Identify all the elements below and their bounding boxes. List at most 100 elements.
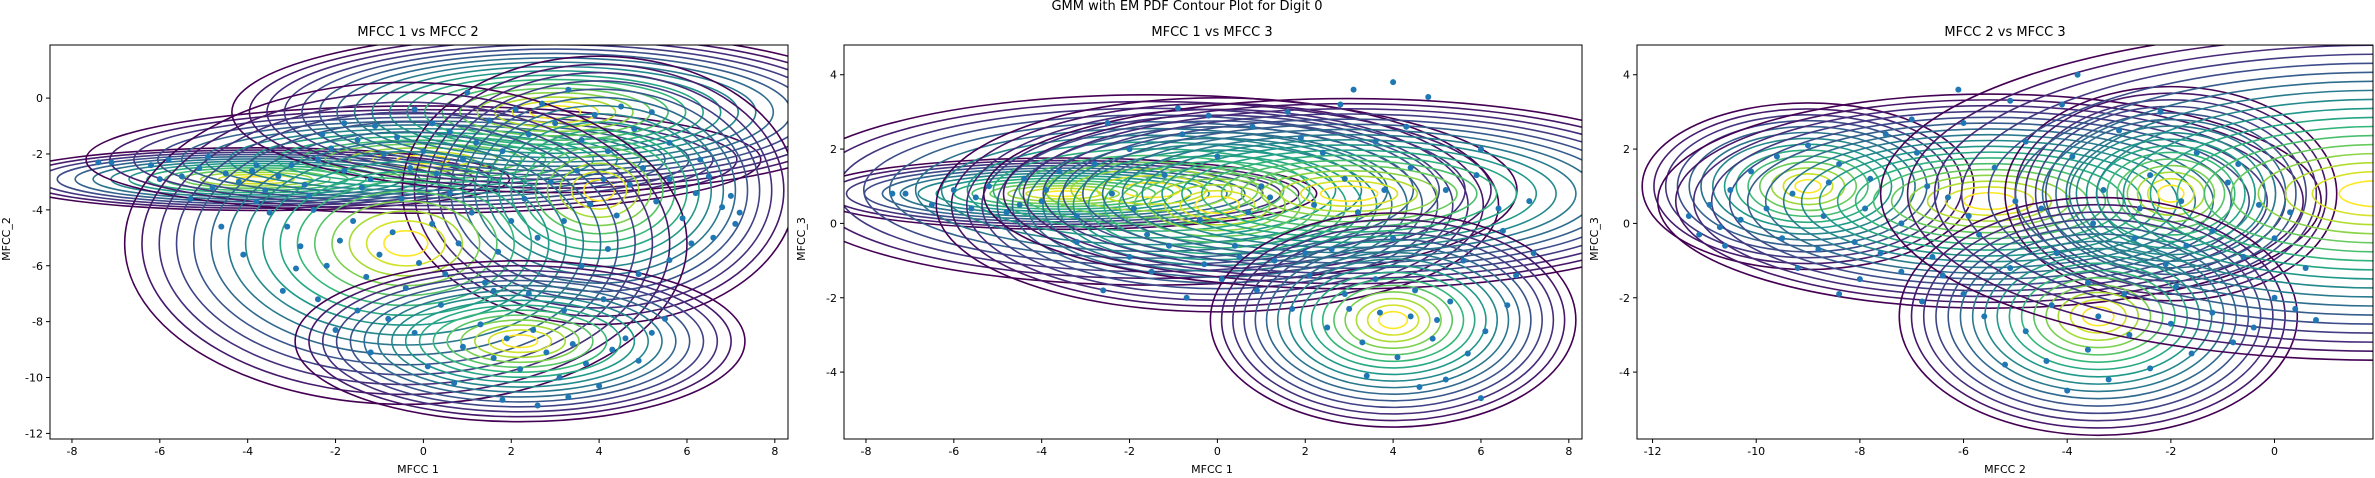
data-point xyxy=(354,307,361,314)
contour-line xyxy=(418,304,622,378)
contour-line xyxy=(1299,264,1487,376)
data-point xyxy=(552,120,559,127)
data-point xyxy=(1183,294,1190,301)
y-axis-label: MFCC_3 xyxy=(795,217,808,261)
data-point xyxy=(1504,302,1511,309)
contour-line xyxy=(2095,98,2373,289)
data-point xyxy=(1205,112,1212,119)
contour-line xyxy=(2041,80,2373,307)
data-point xyxy=(547,178,554,185)
axes-frame xyxy=(1636,44,2374,440)
data-point xyxy=(2038,205,2045,212)
data-point xyxy=(2069,153,2076,160)
x-axis-label: MFCC 2 xyxy=(1984,463,2026,476)
data-point xyxy=(2126,331,2133,338)
data-point xyxy=(429,120,436,127)
data-point xyxy=(1794,265,1801,272)
data-point xyxy=(587,201,594,208)
data-point xyxy=(1236,253,1243,260)
contour-line xyxy=(1908,174,2071,228)
data-point xyxy=(165,156,172,163)
contour-line xyxy=(2085,138,2256,249)
contour-line xyxy=(1959,233,2237,400)
data-point xyxy=(209,184,216,191)
data-point xyxy=(1763,205,1770,212)
data-point xyxy=(736,209,743,216)
data-point xyxy=(596,382,603,389)
data-point xyxy=(367,176,374,183)
x-tick-label: -8 xyxy=(1854,445,1865,458)
data-point xyxy=(1805,142,1812,149)
contour-line xyxy=(983,97,1582,290)
data-point xyxy=(1381,186,1388,193)
data-point xyxy=(1341,175,1348,182)
data-point xyxy=(1161,172,1168,179)
contour-line xyxy=(349,279,691,403)
data-point xyxy=(2100,186,2107,193)
contour-line xyxy=(1879,45,2373,361)
contour-line xyxy=(2311,170,2373,217)
data-point xyxy=(2235,160,2242,167)
data-point xyxy=(1965,212,1972,219)
data-point xyxy=(697,156,704,163)
x-axis-label: MFCC 1 xyxy=(397,463,439,476)
data-point xyxy=(306,192,313,199)
x-tick-label: -12 xyxy=(1644,445,1662,458)
contour-line xyxy=(336,56,775,168)
data-point xyxy=(618,103,625,110)
data-point xyxy=(481,279,488,286)
contour-line xyxy=(1265,245,1521,396)
x-axis-label: MFCC 1 xyxy=(1191,463,1233,476)
data-point xyxy=(666,139,673,146)
contour-line xyxy=(950,102,1485,307)
data-point xyxy=(1773,153,1780,160)
data-point xyxy=(262,187,269,194)
data-point xyxy=(1091,160,1098,167)
plot-area xyxy=(50,45,788,423)
data-point xyxy=(2022,138,2029,145)
data-point xyxy=(222,170,229,177)
contour-line xyxy=(1148,178,1286,232)
data-point xyxy=(710,234,717,241)
x-tick-label: 6 xyxy=(1477,445,1484,458)
data-point xyxy=(666,257,673,264)
contour-line xyxy=(1232,225,1555,415)
y-tick-label: -12 xyxy=(25,427,43,440)
data-point xyxy=(1716,224,1723,231)
data-point xyxy=(1073,239,1080,245)
data-point xyxy=(604,148,611,155)
data-point xyxy=(2084,279,2091,286)
y-tick-label: -4 xyxy=(826,366,837,379)
data-point xyxy=(508,218,515,225)
data-point xyxy=(429,220,436,227)
data-point xyxy=(279,287,286,294)
contour-line xyxy=(401,55,788,326)
data-point xyxy=(2302,265,2309,272)
y-tick-label: -2 xyxy=(1619,292,1630,305)
data-point xyxy=(1685,212,1692,219)
data-point xyxy=(1319,149,1326,156)
data-point xyxy=(1955,86,1962,93)
contour-line xyxy=(1062,118,1582,269)
data-point xyxy=(2007,97,2014,104)
contour-line xyxy=(899,169,1228,218)
data-point xyxy=(688,240,695,247)
data-point xyxy=(512,106,519,113)
data-point xyxy=(1696,231,1703,238)
data-point xyxy=(565,86,572,93)
data-point xyxy=(1867,175,1874,182)
data-point xyxy=(1820,212,1827,219)
contour-line xyxy=(510,129,688,252)
contour-line xyxy=(981,114,1454,296)
data-point xyxy=(310,206,317,213)
data-point xyxy=(556,374,563,381)
data-point xyxy=(1913,149,1920,156)
contour-line xyxy=(487,329,553,354)
data-point xyxy=(1748,168,1755,175)
data-point xyxy=(455,240,462,247)
data-point xyxy=(2048,302,2055,309)
data-point xyxy=(2105,376,2112,383)
data-point xyxy=(1473,172,1480,179)
data-point xyxy=(459,343,466,350)
